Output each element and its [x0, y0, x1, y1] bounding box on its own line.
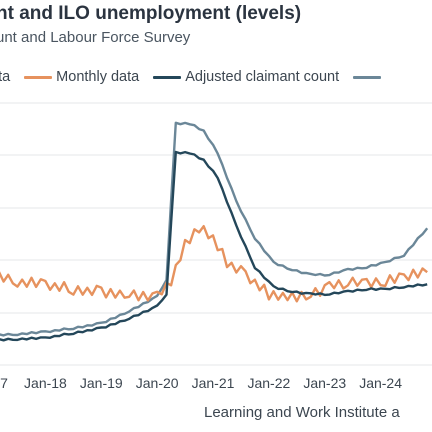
- series-line-quarterly: [0, 121, 429, 337]
- series-line-adjusted: [0, 150, 428, 342]
- legend-item-quarterly-swatch: [353, 75, 385, 79]
- legend-label-adjusted: Adjusted claimant count: [185, 69, 340, 85]
- x-tick-label: 7: [0, 375, 8, 391]
- chart-subtitle: unt and Labour Force Survey: [0, 29, 191, 46]
- legend-label-monthly: Monthly data: [56, 69, 140, 85]
- source-note: Learning and Work Institute a: [204, 404, 400, 421]
- chart-legend: ata Monthly data Adjusted claimant count: [0, 69, 399, 85]
- legend-swatch-adjusted: [153, 75, 182, 79]
- chart-title: nt and ILO unemployment (levels): [0, 3, 302, 24]
- series-layer: [0, 121, 429, 342]
- legend-item-quarterly: ata: [0, 69, 10, 85]
- x-tick-label: Jan-23: [303, 375, 346, 391]
- x-tick-label: Jan-22: [247, 375, 290, 391]
- x-tick-label: Jan-20: [136, 375, 179, 391]
- x-tick-label: Jan-18: [24, 375, 67, 391]
- grid-layer: [0, 102, 432, 366]
- legend-item-monthly: Monthly data: [24, 69, 139, 85]
- legend-swatch-monthly: [24, 75, 53, 79]
- x-tick-label: Jan-19: [80, 375, 123, 391]
- legend-item-adjusted: Adjusted claimant count: [153, 69, 339, 85]
- x-tick-label: Jan-21: [192, 375, 235, 391]
- legend-swatch-quarterly: [353, 75, 382, 79]
- series-line-monthly: [0, 225, 428, 303]
- x-tick-label: Jan-24: [359, 375, 402, 391]
- x-axis-ticks: 7 Jan-18 Jan-19 Jan-20 Jan-21 Jan-22 Jan-23 Jan…: [0, 375, 402, 391]
- legend-label-quarterly: ata: [0, 69, 11, 85]
